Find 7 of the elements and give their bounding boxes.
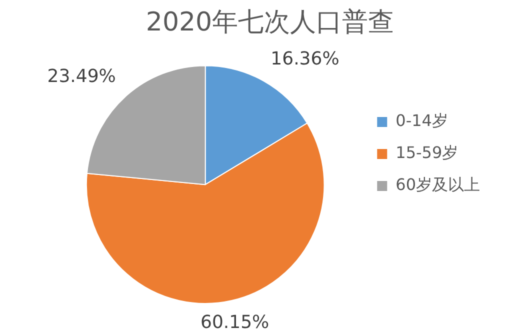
data-label: 60.15%	[200, 312, 270, 332]
data-label: 23.49%	[47, 66, 116, 87]
legend-label: 0-14岁	[396, 111, 448, 130]
data-label: 16.36%	[270, 48, 340, 70]
legend-label: 15-59岁	[396, 143, 458, 162]
chart-title: 2020年七次人口普查	[146, 7, 394, 38]
legend-label: 60岁及以上	[396, 175, 480, 194]
